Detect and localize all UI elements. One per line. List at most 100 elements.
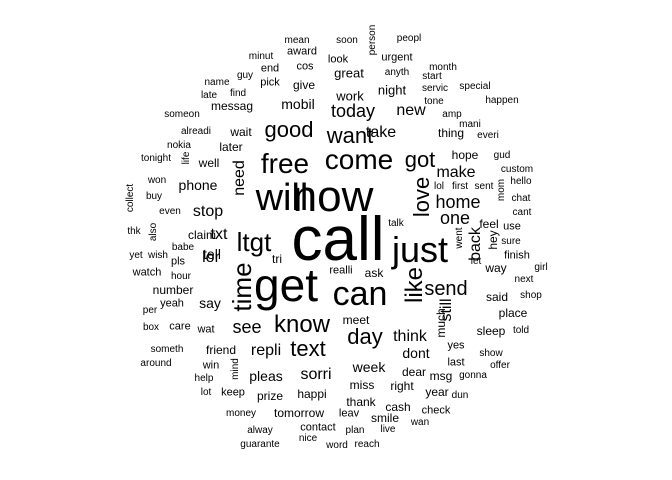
word-name: name — [204, 77, 230, 88]
word-great: great — [334, 65, 364, 81]
word-someth: someth — [150, 344, 184, 355]
word-free: free — [260, 148, 310, 179]
word-anyth: anyth — [384, 67, 410, 78]
word-sleep: sleep — [476, 324, 506, 338]
word-thank: thank — [346, 395, 376, 409]
word-way: way — [485, 261, 507, 275]
word-yet: yet — [129, 250, 143, 261]
word-now: now — [292, 172, 374, 221]
word-just: just — [391, 229, 449, 270]
word-person: person — [367, 24, 378, 56]
word-yeah: yeah — [160, 297, 184, 310]
word-tell: tell — [203, 246, 221, 262]
word-collect: collect — [125, 183, 136, 213]
word-happen: happen — [485, 95, 519, 106]
word-yes: yes — [447, 339, 465, 352]
word-got: got — [404, 147, 436, 172]
word-guy: guy — [236, 70, 254, 81]
word-think: think — [393, 328, 427, 345]
word-wait: wait — [230, 125, 252, 139]
word-cos: cos — [296, 60, 314, 73]
word-wan: wan — [410, 417, 430, 428]
word-dun: dun — [451, 390, 469, 401]
word-servic: servic — [421, 83, 449, 94]
word-new: new — [396, 102, 426, 119]
word-finish: finish — [504, 249, 530, 262]
word-can: can — [332, 275, 388, 313]
word-cash: cash — [385, 400, 411, 414]
word-reach: reach — [354, 439, 380, 450]
word-said: said — [485, 290, 509, 304]
word-offer: offer — [490, 360, 510, 371]
word-sorri: sorri — [300, 366, 332, 383]
word-lot: lot — [200, 387, 212, 398]
word-hey: hey — [486, 230, 500, 250]
word-right: right — [390, 379, 414, 393]
word-next: next — [514, 274, 534, 285]
word-show: show — [479, 348, 503, 359]
word-custom: custom — [500, 164, 534, 175]
word-per: per — [142, 305, 158, 316]
word-smile: smile — [370, 411, 400, 425]
word-babe: babe — [171, 242, 195, 253]
word-realli: realli — [329, 264, 353, 277]
word-chat: chat — [511, 193, 531, 204]
word-repli: repli — [250, 342, 282, 359]
word-meet: meet — [342, 313, 370, 327]
word-today: today — [330, 101, 376, 121]
word-buy: buy — [145, 191, 163, 202]
word-want: want — [326, 123, 374, 148]
word-see: see — [232, 317, 262, 337]
word-girl: girl — [534, 262, 548, 273]
word-box: box — [142, 322, 160, 333]
word-alreadi: alreadi — [180, 126, 212, 137]
word-thk: thk — [127, 226, 141, 237]
word-tri: tri — [272, 252, 282, 266]
word-check: check — [421, 404, 451, 417]
word-tomorrow: tomorrow — [273, 406, 325, 420]
word-hello: hello — [510, 176, 532, 187]
word-phone: phone — [178, 177, 218, 193]
word-sure: sure — [501, 236, 521, 247]
word-come: come — [324, 144, 394, 175]
word-tonight: tonight — [140, 153, 172, 164]
word-minut: minut — [248, 51, 274, 62]
word-also: also — [148, 222, 159, 242]
word-happi: happi — [297, 387, 327, 401]
word-someon: someon — [164, 109, 200, 120]
word-messag: messag — [210, 99, 254, 113]
word-msg: msg — [429, 369, 453, 383]
word-claim: claim — [187, 228, 217, 242]
word-special: special — [459, 81, 491, 92]
word-ltgt: ltgt — [236, 227, 272, 257]
word-urgent: urgent — [381, 51, 413, 64]
word-guarante: guarante — [240, 439, 280, 450]
word-wish: wish — [147, 250, 169, 261]
word-one: one — [439, 208, 471, 228]
word-start: start — [422, 71, 442, 82]
word-text: text — [290, 336, 326, 361]
word-help: help — [194, 373, 214, 384]
word-live: live — [380, 424, 396, 435]
word-nokia: nokia — [167, 140, 191, 151]
word-gud: gud — [493, 150, 511, 161]
word-use: use — [503, 220, 521, 233]
word-work: work — [336, 88, 364, 104]
word-cant: cant — [512, 207, 532, 218]
word-friend: friend — [205, 343, 237, 357]
word-pls: pls — [170, 255, 186, 268]
word-night: night — [377, 82, 407, 98]
word-win: win — [202, 359, 220, 372]
word-leav: leav — [338, 407, 360, 420]
word-nice: nice — [298, 433, 318, 444]
word-give: give — [292, 78, 316, 92]
word-keep: keep — [221, 386, 245, 399]
word-mom: mom — [496, 178, 507, 202]
word-prize: prize — [256, 389, 284, 403]
word-get: get — [254, 259, 318, 311]
word-amp: amp — [442, 109, 462, 120]
word-need: need — [231, 160, 248, 196]
word-will: will — [255, 177, 309, 219]
word-pick: pick — [260, 76, 280, 89]
